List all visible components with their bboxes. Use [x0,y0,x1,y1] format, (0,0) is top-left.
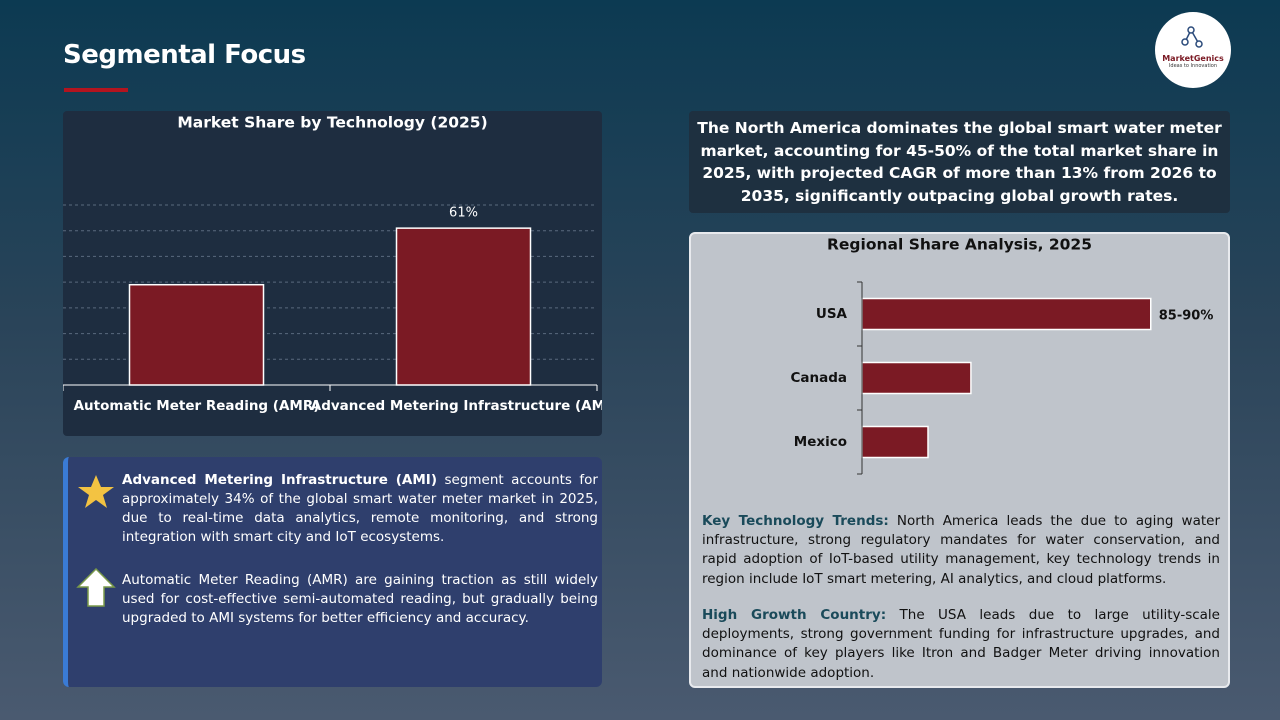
summary: The North America dominates the global s… [689,111,1230,213]
y-tick-label: Canada [790,370,847,386]
bar [128,283,265,386]
y-tick-label: USA [816,306,848,322]
logo-tagline: Ideas to Innovation [1168,63,1218,69]
star-icon [78,475,114,508]
insight: Advanced Metering Infrastructure (AMI) s… [122,471,598,547]
icons [76,475,116,607]
region-panel: Regional Share Analysis, 2025 85-90% USA Ca… [689,232,1230,688]
x-tick-label: Automatic Meter Reading (AMR) [74,398,320,414]
x-tick-label: Advanced Metering Infrastructure (AMI) [311,398,602,414]
chart-panel: Market Share by Technology (2025) Automat… [62,111,616,436]
slide-title: Segmental Focus [63,40,306,70]
y-tick-label: Mexico [794,434,847,450]
data-label: 85-90% [1159,309,1214,324]
insight-lead: Advanced Metering Infrastructure (AMI) [122,472,437,488]
paragraph-text: North America leads the due to aging wat… [702,513,1220,587]
title-underline [64,88,128,92]
paragraph: High Growth Country: The USA leads due t… [702,606,1220,683]
logo-icon [1181,26,1203,48]
logo-name: MarketGenics [1162,54,1224,63]
bar [861,297,1152,331]
insight-text: Automatic Meter Reading (AMR) are gainin… [122,572,598,626]
chart-title: Market Share by Technology (2025) [177,114,487,132]
logo: MarketGenics Ideas to Innovation [1155,12,1231,88]
chart-title: Regional Share Analysis, 2025 [827,236,1092,254]
arrow-icon [76,567,116,607]
insight: Automatic Meter Reading (AMR) are gainin… [122,571,598,628]
paragraph-lead: Key Technology Trends: [702,513,889,529]
data-label: 61% [449,206,478,221]
bar [861,425,929,459]
chart: Regional Share Analysis, 2025 85-90% USA Ca… [790,236,1214,475]
bar [395,227,532,386]
paragraph-lead: High Growth Country: [702,607,887,623]
paragraph: Key Technology Trends: North America lea… [702,512,1220,589]
insight-text: segment accounts for approximately 34% o… [122,472,598,545]
insight-panel: Advanced Metering Infrastructure (AMI) s… [63,457,602,687]
chart: Market Share by Technology (2025) Automat… [62,114,616,414]
bar [861,361,972,395]
paragraph-text: The USA leads due to large utility-scale… [702,607,1220,681]
